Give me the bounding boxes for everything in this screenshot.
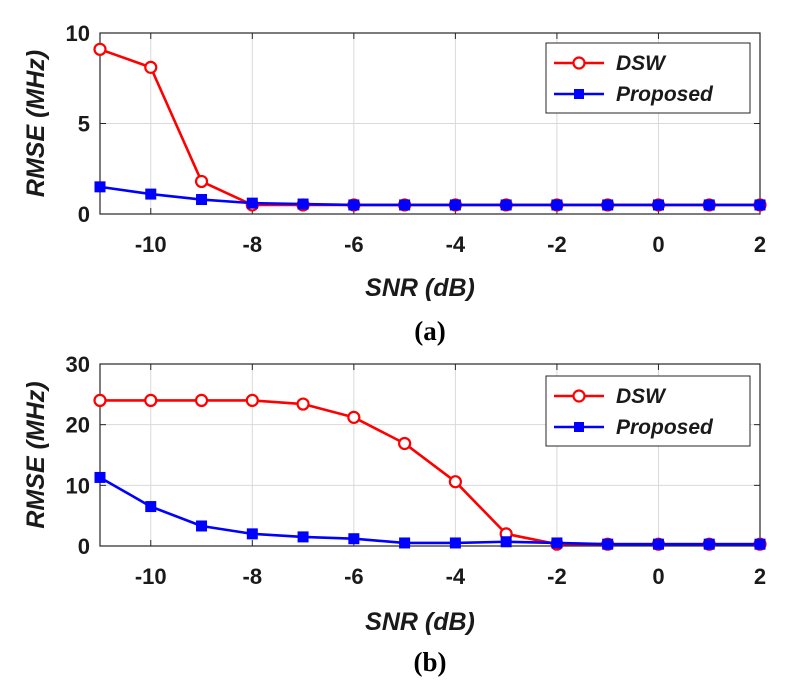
data-point-dsw [448,475,462,489]
data-point-proposed [551,199,563,211]
data-point-proposed [703,538,715,550]
y-tick-label: 10 [66,21,90,46]
x-tick-label: -6 [344,232,364,257]
data-point-dsw [398,436,412,451]
y-axis-label: RMSE (MHz) [22,50,50,197]
data-point-proposed [196,520,208,532]
y-axis-label: RMSE (MHz) [22,381,50,528]
data-point-proposed [399,537,411,549]
y-tick-label: 0 [78,534,90,559]
data-point-dsw [194,174,209,189]
legend-box [545,42,751,114]
legend-box [545,375,751,447]
x-tick-label: -10 [135,564,167,589]
data-point-dsw [296,397,310,411]
x-tick-label: -8 [243,232,263,257]
data-point-proposed [246,528,258,540]
panel-caption: (b) [414,647,447,677]
data-point-proposed [246,197,258,209]
data-point-dsw [144,393,158,407]
legend: DSW Proposed [545,375,751,447]
x-tick-label: -4 [446,564,466,589]
x-tick-label: 2 [754,232,766,257]
data-point-proposed [551,537,563,549]
data-point-proposed [348,199,360,211]
x-axis-label: SNR (dB) [365,274,475,302]
data-point-proposed [348,533,360,545]
legend-marker-dsw [572,389,586,403]
data-point-proposed [754,199,766,211]
data-point-dsw [93,393,107,407]
data-point-proposed [449,537,461,549]
data-point-dsw [144,60,158,74]
data-point-proposed [602,538,614,550]
data-point-proposed [297,531,309,543]
data-point-proposed [652,199,664,211]
data-point-proposed [500,199,512,211]
legend-marker-proposed [574,422,584,432]
data-point-proposed [399,199,411,211]
legend: DSW Proposed [545,42,751,114]
y-tick-label: 30 [66,352,90,377]
axes-box [99,363,761,547]
legend-label-proposed: Proposed [616,83,714,106]
data-point-proposed [145,501,157,513]
y-tick-label: 5 [78,112,90,137]
data-point-proposed [703,199,715,211]
legend-marker-dsw [572,56,586,70]
data-point-proposed [94,181,106,193]
data-point-proposed [196,194,208,206]
data-point-proposed [500,536,512,548]
x-tick-label: -2 [547,564,567,589]
legend-marker-proposed [574,89,584,99]
legend-label-dsw: DSW [616,52,667,75]
x-tick-label: -8 [243,564,263,589]
chart-panel-a: -10 -8 -6 -4 -2 0 2 0 5 10 SNR (dB) RMSE (MHz) DSW Pr… [22,21,767,346]
data-point-proposed [754,538,766,550]
panel-caption: (a) [414,316,445,346]
data-point-proposed [652,538,664,550]
x-tick-label: 0 [652,564,664,589]
legend-label-proposed: Proposed [616,416,714,439]
legend-label-dsw: DSW [616,385,667,408]
x-tick-label: -10 [135,232,167,257]
y-tick-label: 10 [66,473,90,498]
series-line-proposed [99,185,760,207]
data-point-dsw [194,393,209,407]
data-point-dsw [245,393,259,407]
data-point-proposed [145,188,157,200]
x-tick-label: 2 [754,564,766,589]
data-point-dsw [93,42,107,56]
x-tick-label: -2 [547,232,567,257]
x-tick-label: -4 [446,232,466,257]
x-axis-label: SNR (dB) [365,608,475,636]
data-point-proposed [602,199,614,211]
x-tick-label: 0 [652,232,664,257]
series-line-proposed [99,476,760,546]
data-point-dsw [347,410,361,424]
data-point-proposed [297,198,309,210]
y-tick-label: 20 [66,413,90,438]
data-point-proposed [94,471,106,483]
data-point-proposed [449,199,461,211]
y-tick-label: 0 [78,202,90,227]
x-tick-label: -6 [344,564,364,589]
